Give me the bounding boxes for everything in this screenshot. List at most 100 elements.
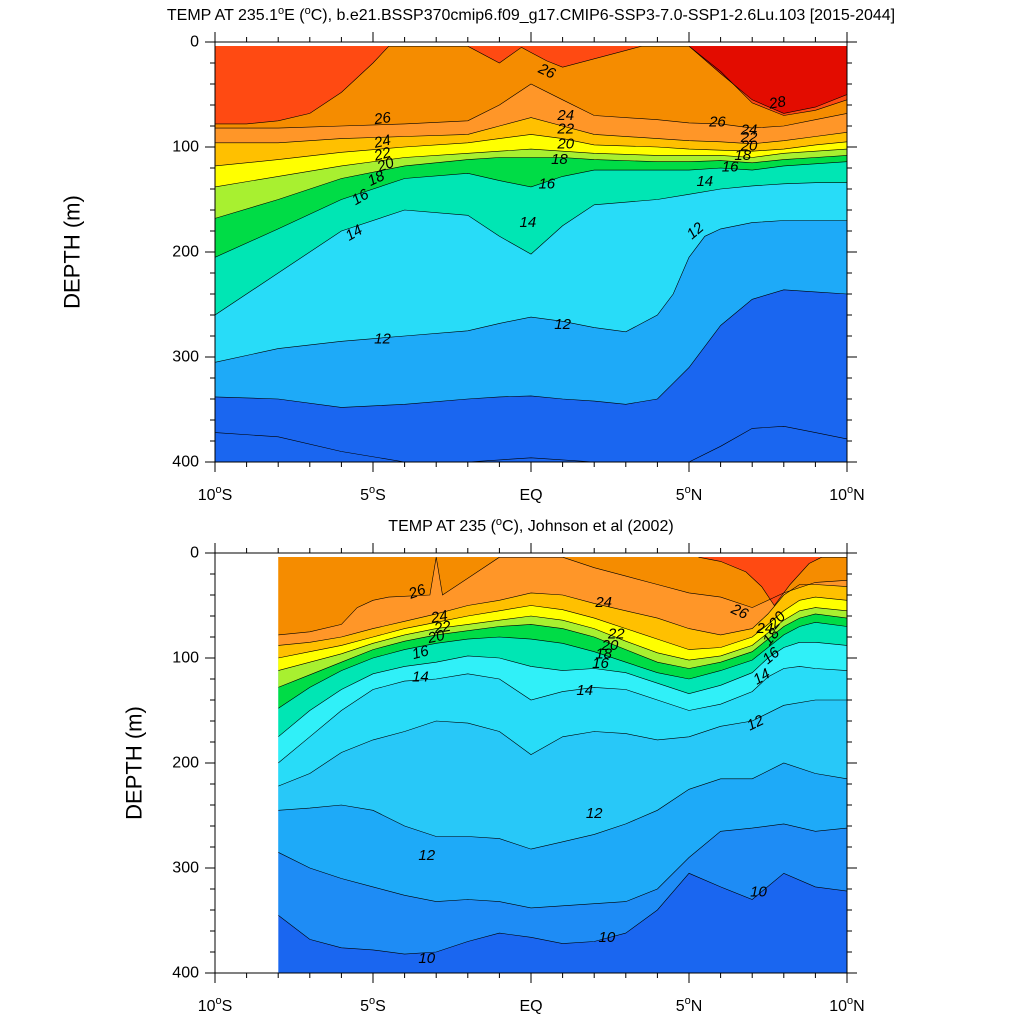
contour-label: 14 bbox=[576, 682, 593, 699]
isotherm-16 bbox=[278, 621, 847, 709]
isotherm-fill-26 bbox=[215, 42, 847, 129]
contour-label: 20 bbox=[556, 135, 574, 152]
x-tick-label: EQ bbox=[519, 487, 542, 504]
contour-label: 20 bbox=[740, 137, 758, 154]
contour-label: 24 bbox=[556, 107, 574, 124]
x-tick-label: 10oN bbox=[829, 995, 864, 1015]
x-tick-label: 10oS bbox=[198, 484, 233, 504]
isotherm-fill-26 bbox=[278, 553, 847, 635]
contour-label: 18 bbox=[734, 147, 751, 164]
x-tick-label: 5oN bbox=[676, 484, 703, 504]
isotherm-12 bbox=[278, 699, 847, 787]
contour-label: 16 bbox=[349, 186, 373, 209]
contour-label: 10 bbox=[418, 950, 435, 967]
contour-label: 18 bbox=[595, 645, 612, 662]
isotherm-24 bbox=[278, 584, 847, 646]
contour-label: 20 bbox=[374, 154, 397, 176]
y-tick-label: 100 bbox=[172, 139, 199, 156]
contour-label: 26 bbox=[406, 581, 429, 603]
y-tick-label: 300 bbox=[172, 349, 199, 366]
contour-label: 14 bbox=[750, 665, 773, 688]
y-tick-label: 200 bbox=[172, 755, 199, 772]
isotherm-26 bbox=[215, 83, 847, 129]
contour-label: 12 bbox=[586, 805, 603, 822]
isotherm-14 bbox=[215, 182, 847, 316]
isotherm-9 bbox=[278, 872, 847, 955]
contour-label: 16 bbox=[722, 158, 739, 175]
contour-label: 12 bbox=[744, 712, 767, 735]
contour-label: 24 bbox=[372, 132, 393, 152]
contour-label: 10 bbox=[598, 929, 615, 946]
contour-label: 24 bbox=[740, 122, 758, 139]
contour-field bbox=[215, 42, 847, 462]
y-tick-label: 0 bbox=[190, 545, 199, 562]
surface-gap bbox=[215, 553, 847, 557]
isotherm-26 bbox=[278, 556, 847, 636]
y-tick-label: 100 bbox=[172, 650, 199, 667]
isotherm-22 bbox=[215, 134, 847, 167]
contour-label: 26 bbox=[708, 113, 726, 130]
contour-label: 22 bbox=[607, 625, 625, 642]
contour-label: 14 bbox=[696, 173, 713, 190]
isotherm-13 bbox=[278, 666, 847, 764]
contour-label: 16 bbox=[410, 642, 431, 663]
isotherm-10 bbox=[278, 823, 847, 909]
contour-label: 26 bbox=[535, 60, 559, 83]
contour-label: 22 bbox=[740, 129, 758, 146]
y-tick-label: 0 bbox=[190, 34, 199, 51]
y-tick-label: 300 bbox=[172, 860, 199, 877]
contour-label: 26 bbox=[372, 109, 393, 128]
contour-label: 10 bbox=[750, 884, 767, 901]
isotherm-22 bbox=[278, 596, 847, 659]
y-axis-label: DEPTH (m) bbox=[60, 195, 85, 309]
chart-title: TEMP AT 235.1oE (oC), b.e21.BSSP370cmip6… bbox=[167, 5, 895, 24]
contour-label: 12 bbox=[554, 316, 571, 333]
isotherm-18 bbox=[278, 613, 847, 688]
contour-label: 14 bbox=[343, 222, 366, 245]
isotherm-18 bbox=[215, 155, 847, 219]
contour-label: 24 bbox=[594, 594, 612, 611]
chart-title: TEMP AT 235 (oC), Johnson et al (2002) bbox=[388, 516, 673, 535]
contour-label: 12 bbox=[374, 331, 391, 348]
contour-label: 12 bbox=[418, 847, 435, 864]
contour-label: 24 bbox=[429, 607, 449, 627]
x-tick-label: 10oN bbox=[829, 484, 864, 504]
isotherm-27 bbox=[215, 45, 847, 125]
contour-label: 22 bbox=[371, 144, 393, 165]
x-tick-label: 5oN bbox=[676, 995, 703, 1015]
isotherm-24 bbox=[215, 117, 847, 145]
contour-label: 20 bbox=[601, 637, 619, 654]
contour-label: 22 bbox=[432, 618, 453, 638]
isotherm-10 bbox=[215, 289, 847, 408]
isotherm-14 bbox=[278, 641, 847, 738]
contour-label: 22 bbox=[556, 121, 574, 138]
isotherm-27 bbox=[698, 556, 847, 607]
x-tick-label: 5oS bbox=[360, 995, 386, 1015]
surface-gap bbox=[215, 42, 847, 46]
missing-data-area bbox=[215, 551, 279, 975]
isotherm-8 bbox=[215, 425, 847, 462]
y-tick-label: 400 bbox=[172, 454, 199, 471]
y-tick-label: 400 bbox=[172, 965, 199, 982]
isotherm-fill-27 bbox=[698, 553, 847, 606]
contour-field bbox=[278, 553, 847, 973]
isotherm-16 bbox=[215, 161, 847, 258]
isotherm-11 bbox=[278, 762, 847, 850]
contour-label: 14 bbox=[412, 668, 429, 685]
contour-label: 18 bbox=[551, 151, 568, 168]
contour-label: 24 bbox=[755, 620, 773, 637]
contour-label: 14 bbox=[519, 214, 536, 231]
bottom-panel: 2624222016142422201816142624201816141212… bbox=[122, 516, 865, 1015]
contour-label: 28 bbox=[767, 93, 788, 113]
isotherm-20 bbox=[278, 607, 847, 671]
contour-label: 16 bbox=[538, 175, 555, 192]
x-tick-label: 5oS bbox=[360, 484, 386, 504]
contour-label: 18 bbox=[365, 167, 388, 190]
isotherm-fill-27 bbox=[215, 42, 847, 124]
contour-label: 20 bbox=[425, 627, 446, 647]
isotherm-12 bbox=[215, 220, 847, 363]
isotherm-28 bbox=[657, 45, 847, 114]
y-tick-label: 200 bbox=[172, 244, 199, 261]
